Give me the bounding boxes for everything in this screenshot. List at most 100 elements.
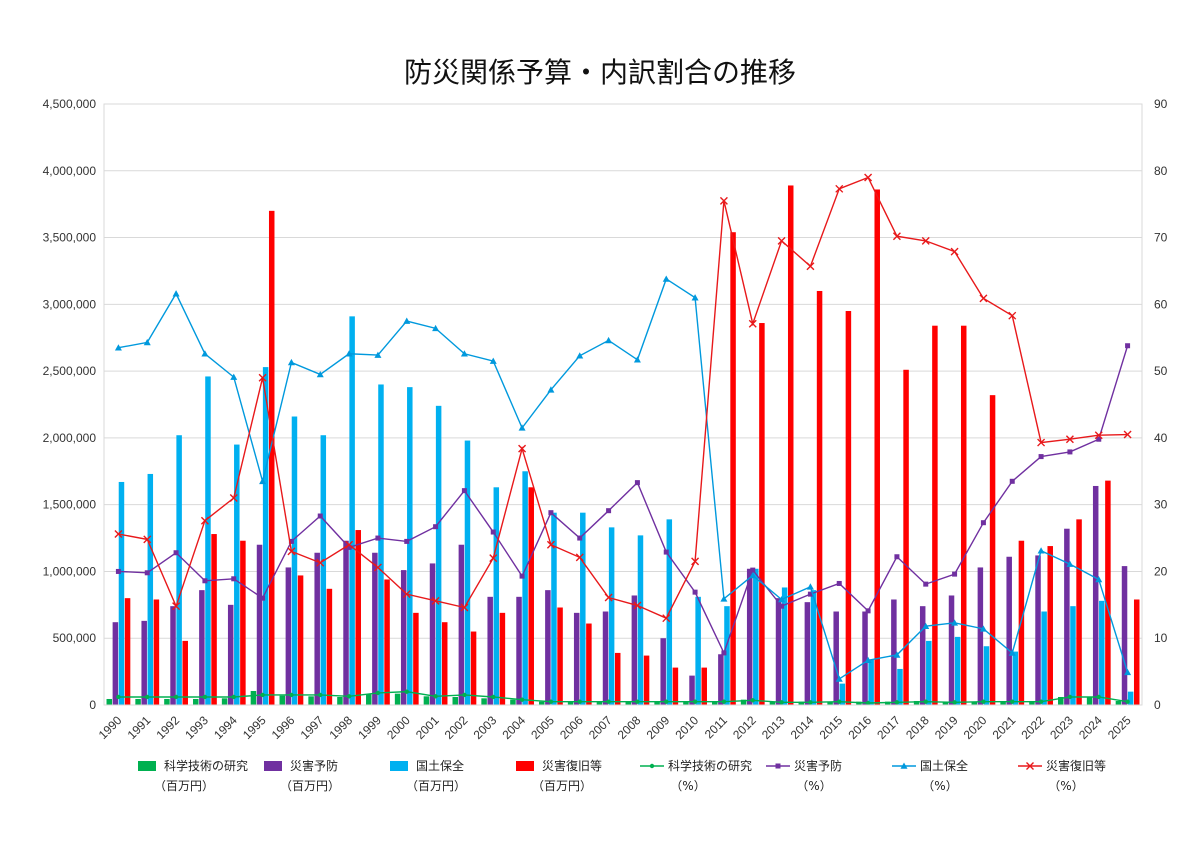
bar — [510, 699, 516, 705]
point — [1010, 699, 1015, 704]
bar — [557, 607, 563, 705]
bar — [1115, 700, 1122, 705]
y-left-tick-label: 2,000,000 — [43, 431, 97, 445]
point — [144, 570, 150, 576]
point — [1067, 449, 1073, 455]
bar — [250, 690, 257, 705]
point — [1095, 575, 1103, 583]
bar — [1092, 485, 1099, 705]
point — [287, 547, 296, 556]
legend-unit: （百万円） — [280, 779, 340, 793]
point — [1096, 436, 1102, 442]
bar — [124, 598, 131, 705]
point — [230, 373, 238, 380]
legend-unit: （百万円） — [154, 779, 214, 793]
legend-item-5: 科学技術の研究 （%） — [640, 758, 752, 793]
bar — [429, 563, 436, 705]
bar — [746, 568, 753, 705]
point — [779, 603, 785, 609]
bar — [268, 210, 275, 705]
bar — [118, 481, 125, 705]
legend: 科学技術の研究 （百万円） 災害予防 （百万円） 国土保全 （百万円） 災害復旧等 （百万円）… — [138, 758, 1106, 793]
point — [633, 356, 641, 363]
bar — [1076, 519, 1082, 705]
bar — [234, 444, 240, 705]
point — [318, 692, 323, 698]
y-right-tick-label: 10 — [1154, 631, 1168, 645]
point — [777, 236, 786, 245]
legend-item-6: 災害予防 （%） — [766, 758, 842, 793]
bar — [775, 598, 782, 705]
point — [980, 520, 986, 526]
bar — [833, 611, 839, 705]
point — [345, 540, 354, 549]
bar — [291, 416, 298, 705]
bar — [106, 698, 113, 705]
bar — [1000, 700, 1006, 705]
bar — [141, 620, 147, 705]
point — [490, 529, 496, 535]
bar — [804, 602, 811, 705]
bar — [695, 596, 701, 705]
bar — [816, 290, 823, 705]
line-series-4 — [114, 173, 1132, 623]
point — [604, 593, 613, 602]
point — [1067, 694, 1073, 700]
point — [200, 516, 209, 525]
point — [719, 196, 728, 205]
bar — [586, 623, 592, 705]
point — [606, 699, 611, 704]
point — [403, 317, 411, 324]
legend-label: 科学技術の研究 — [668, 758, 752, 773]
point — [575, 553, 584, 562]
point — [691, 557, 700, 566]
bar — [320, 435, 327, 705]
point — [432, 324, 440, 332]
point — [864, 656, 872, 664]
point — [548, 510, 554, 516]
point — [374, 351, 382, 358]
point — [145, 694, 150, 700]
bar — [798, 701, 805, 705]
point — [662, 275, 670, 282]
bar — [452, 696, 459, 705]
point — [433, 524, 439, 530]
point — [202, 578, 208, 584]
bar — [827, 701, 833, 705]
point — [720, 595, 728, 602]
bar — [1006, 556, 1012, 705]
bar — [1127, 691, 1134, 705]
point — [201, 350, 209, 357]
bar — [205, 376, 211, 705]
bar — [885, 701, 891, 705]
point — [317, 513, 323, 519]
point — [546, 540, 555, 549]
bar — [153, 599, 160, 705]
bar — [891, 599, 897, 705]
point — [346, 544, 352, 550]
bar — [378, 384, 384, 705]
point — [865, 608, 871, 614]
point — [547, 386, 555, 393]
y-left-tick-label: 2,500,000 — [43, 364, 97, 378]
y-right-tick-label: 40 — [1154, 431, 1168, 445]
point — [1094, 431, 1103, 440]
bar — [839, 683, 846, 705]
bar — [631, 595, 638, 705]
plot-border — [103, 103, 1143, 706]
bar — [481, 698, 487, 705]
legend-swatch — [264, 761, 282, 771]
point — [836, 580, 842, 586]
line-series-group — [114, 173, 1132, 706]
point — [864, 173, 873, 182]
bar — [753, 568, 759, 705]
point — [981, 699, 986, 704]
bar — [654, 701, 660, 705]
point — [606, 508, 612, 514]
bar — [701, 667, 707, 705]
bar — [516, 596, 522, 705]
point — [518, 444, 527, 453]
point — [952, 700, 957, 705]
bar — [874, 189, 880, 706]
